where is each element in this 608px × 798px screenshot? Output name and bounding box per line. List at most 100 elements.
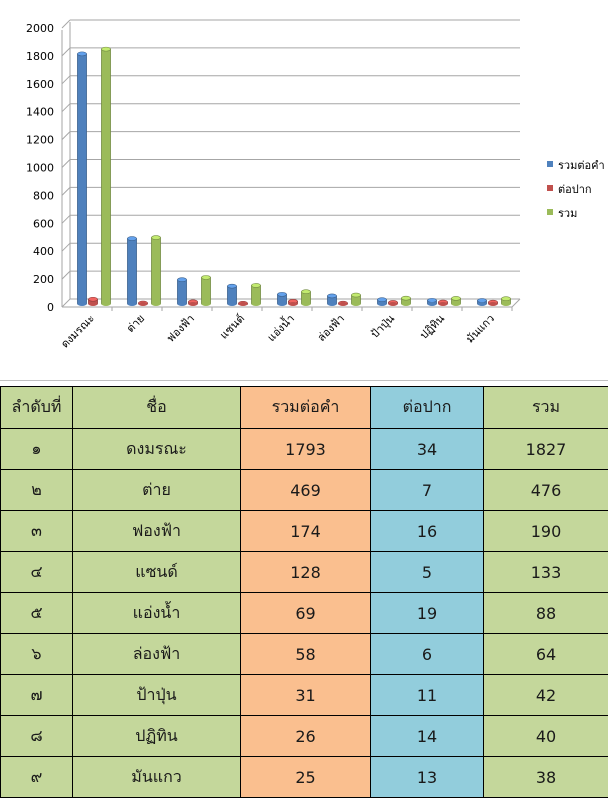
bar-top-3-5 bbox=[302, 290, 311, 294]
bar-base-1-5 bbox=[278, 302, 287, 306]
gridline bbox=[62, 132, 70, 140]
cell-rank: ๘ bbox=[1, 716, 73, 757]
cell-name: มันแกว bbox=[73, 757, 241, 798]
cell-sum-per-word: 469 bbox=[241, 470, 371, 511]
gridline bbox=[62, 215, 70, 223]
gridline bbox=[62, 187, 70, 195]
bar-base-2-5 bbox=[289, 302, 298, 306]
header-total: รวม bbox=[484, 387, 608, 429]
bar-1-1 bbox=[78, 54, 87, 304]
cell-total: 476 bbox=[484, 470, 608, 511]
cell-rank: ๔ bbox=[1, 552, 73, 593]
bar-base-3-9 bbox=[502, 302, 511, 306]
bar-base-2-4 bbox=[239, 302, 248, 306]
y-tick-label: 1200 bbox=[26, 134, 54, 147]
header-sum-per-word: รวมต่อคำ bbox=[241, 387, 371, 429]
bar-base-1-8 bbox=[428, 302, 437, 306]
bar-top-1-4 bbox=[228, 284, 237, 288]
cell-per-mouth: 13 bbox=[371, 757, 484, 798]
gridline bbox=[62, 48, 70, 56]
x-category-label: ฟองฟ้า bbox=[164, 312, 197, 345]
bar-base-1-3 bbox=[178, 302, 187, 306]
cell-sum-per-word: 174 bbox=[241, 511, 371, 552]
bar-base-1-6 bbox=[328, 302, 337, 306]
bar-1-3 bbox=[178, 280, 187, 304]
cell-total: 1827 bbox=[484, 429, 608, 470]
legend-swatch-2 bbox=[547, 185, 553, 191]
bar-top-2-1 bbox=[89, 297, 98, 301]
x-category-label: ต่าย bbox=[124, 312, 147, 335]
cell-rank: ๓ bbox=[1, 511, 73, 552]
cell-per-mouth: 34 bbox=[371, 429, 484, 470]
y-tick-label: 800 bbox=[33, 189, 54, 202]
cell-sum-per-word: 1793 bbox=[241, 429, 371, 470]
cell-total: 133 bbox=[484, 552, 608, 593]
bar-top-3-3 bbox=[202, 275, 211, 279]
cell-sum-per-word: 26 bbox=[241, 716, 371, 757]
cell-name: ต่าย bbox=[73, 470, 241, 511]
table-header-row: ลำดับที่ ชื่อ รวมต่อคำ ต่อปาก รวม bbox=[1, 387, 608, 429]
x-category-label: ป้าปุ่น bbox=[368, 312, 397, 341]
bar-top-1-8 bbox=[428, 298, 437, 302]
header-per-mouth: ต่อปาก bbox=[371, 387, 484, 429]
cell-per-mouth: 16 bbox=[371, 511, 484, 552]
y-tick-label: 200 bbox=[33, 273, 54, 286]
cell-sum-per-word: 128 bbox=[241, 552, 371, 593]
bar-base-2-2 bbox=[139, 302, 148, 306]
bar-top-1-9 bbox=[478, 299, 487, 303]
legend-swatch-3 bbox=[547, 209, 553, 215]
bar-1-4 bbox=[228, 286, 237, 304]
legend-label-3: รวม bbox=[558, 207, 577, 220]
header-name: ชื่อ bbox=[73, 387, 241, 429]
cell-rank: ๗ bbox=[1, 675, 73, 716]
x-category-label: แซนด์ bbox=[217, 312, 247, 342]
y-tick-label: 1000 bbox=[26, 162, 54, 175]
bar-top-1-6 bbox=[328, 294, 337, 298]
bar-top-3-9 bbox=[502, 297, 511, 301]
y-tick-label: 1800 bbox=[26, 50, 54, 63]
x-axis-edge bbox=[512, 299, 520, 307]
bar-top-1-7 bbox=[378, 298, 387, 302]
cell-sum-per-word: 69 bbox=[241, 593, 371, 634]
bar-top-3-1 bbox=[102, 47, 111, 51]
bar-base-3-5 bbox=[302, 302, 311, 306]
gridline bbox=[62, 271, 70, 279]
bar-base-3-4 bbox=[252, 302, 261, 306]
bar-top-3-6 bbox=[352, 293, 361, 297]
cell-total: 190 bbox=[484, 511, 608, 552]
y-tick-label: 1400 bbox=[26, 106, 54, 119]
gridline bbox=[62, 299, 70, 307]
legend-label-1: รวมต่อคำ bbox=[558, 159, 605, 172]
y-tick-label: 400 bbox=[33, 245, 54, 258]
gridline bbox=[62, 20, 70, 28]
bar-3-2 bbox=[152, 238, 161, 304]
cell-name: ล่องฟ้า bbox=[73, 634, 241, 675]
cell-name: ป้าปุ่น bbox=[73, 675, 241, 716]
cell-per-mouth: 6 bbox=[371, 634, 484, 675]
cell-name: แอ่งน้ำ bbox=[73, 593, 241, 634]
y-tick-label: 600 bbox=[33, 217, 54, 230]
bar-base-1-4 bbox=[228, 302, 237, 306]
cell-rank: ๙ bbox=[1, 757, 73, 798]
cell-total: 88 bbox=[484, 593, 608, 634]
bar-top-3-8 bbox=[452, 296, 461, 300]
gridline bbox=[62, 76, 70, 84]
bar-base-3-3 bbox=[202, 302, 211, 306]
bar-base-1-7 bbox=[378, 302, 387, 306]
x-category-label: ล่องฟ้า bbox=[315, 312, 347, 344]
header-rank: ลำดับที่ bbox=[1, 387, 73, 429]
cell-per-mouth: 5 bbox=[371, 552, 484, 593]
bar-top-1-2 bbox=[128, 237, 137, 241]
cell-per-mouth: 14 bbox=[371, 716, 484, 757]
bar-top-3-4 bbox=[252, 283, 261, 287]
cell-name: ดงมรณะ bbox=[73, 429, 241, 470]
